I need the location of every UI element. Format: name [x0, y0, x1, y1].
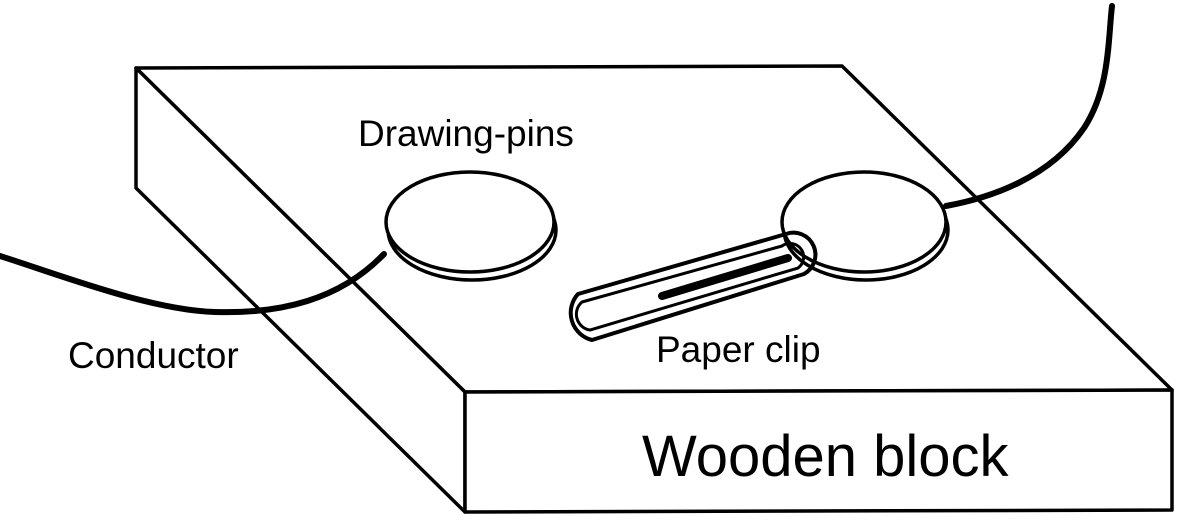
conductor-wire-right	[943, 3, 1115, 209]
block-front-face	[463, 388, 1174, 514]
wooden-block-label: Wooden block	[642, 424, 1009, 489]
conductor-label: Conductor	[68, 335, 239, 376]
drawing-pin-left	[384, 170, 558, 282]
drawing-pin-right	[780, 170, 950, 282]
paper-clip	[568, 230, 818, 342]
drawing-pins-label: Drawing-pins	[358, 113, 574, 154]
conductor-wire-left	[0, 251, 387, 316]
paper-clip-label: Paper clip	[656, 329, 821, 370]
wooden-block	[134, 64, 1174, 514]
